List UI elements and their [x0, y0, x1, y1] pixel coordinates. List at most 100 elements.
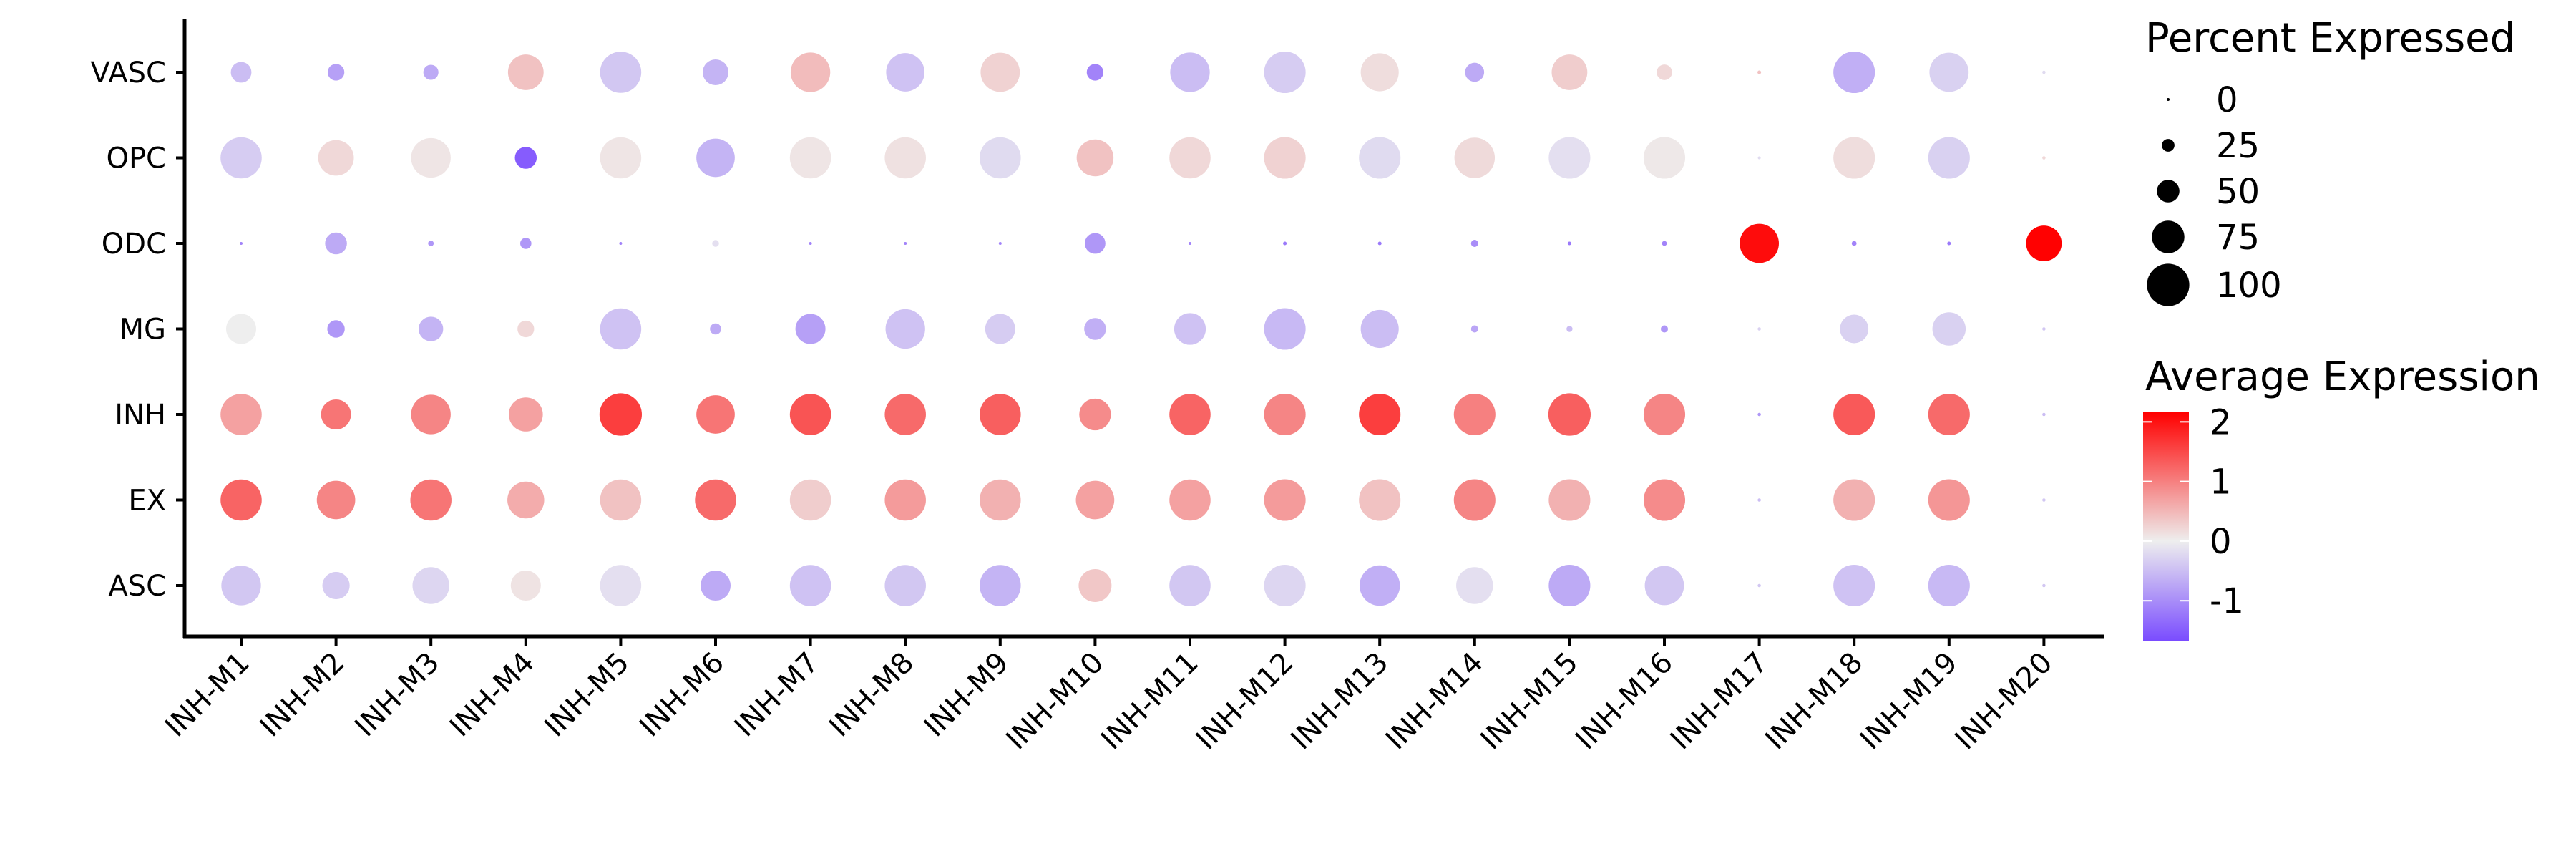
y-tick-label: INH	[114, 399, 166, 432]
x-tick-label: INH-M14	[1380, 646, 1490, 757]
x-tick-label: INH-M1	[159, 646, 256, 744]
dot-opc-inh-m13	[1359, 137, 1401, 179]
dot-odc-inh-m20	[2026, 225, 2062, 261]
dot-mg-inh-m14	[1470, 325, 1478, 333]
dot-inh-inh-m13	[1359, 393, 1401, 436]
colorbar-label: 0	[2210, 522, 2232, 562]
y-tick-label: OPC	[106, 142, 166, 175]
dot-asc-inh-m15	[1548, 564, 1591, 607]
dot-opc-inh-m11	[1169, 137, 1211, 179]
x-tick-label: INH-M4	[444, 646, 541, 744]
x-tick-label: INH-M2	[254, 646, 351, 744]
dot-opc-inh-m14	[1454, 137, 1496, 178]
dot-inh-inh-m20	[2042, 412, 2046, 417]
dot-asc-inh-m14	[1456, 567, 1493, 604]
dot-asc-inh-m3	[412, 567, 449, 604]
size-legend-dot	[2162, 139, 2175, 152]
x-tick-label: INH-M16	[1569, 646, 1679, 757]
dot-mg-inh-m5	[600, 308, 642, 350]
dot-inh-inh-m18	[1833, 393, 1875, 436]
dot-asc-inh-m9	[980, 565, 1021, 606]
colorbar-label: 1	[2210, 462, 2232, 503]
dot-opc-inh-m7	[789, 137, 831, 179]
x-tick-label: INH-M17	[1664, 646, 1775, 757]
dot-odc-inh-m17	[1740, 223, 1779, 263]
x-tick-label: INH-M7	[728, 646, 826, 744]
dot-vasc-inh-m3	[423, 64, 439, 80]
dot-vasc-inh-m13	[1360, 53, 1399, 92]
colorbar	[2143, 412, 2189, 641]
dot-ex-inh-m15	[1548, 479, 1591, 521]
dot-asc-inh-m19	[1928, 564, 1970, 607]
y-axis: VASC OPC ODC MG INH EX ASC	[91, 57, 185, 603]
dot-odc-inh-m8	[904, 242, 907, 245]
dot-inh-inh-m5	[599, 393, 643, 436]
dot-odc-inh-m13	[1377, 241, 1382, 246]
dot-asc-inh-m8	[884, 565, 926, 606]
dot-inh-inh-m10	[1079, 398, 1111, 431]
dot-asc-inh-m16	[1644, 566, 1684, 606]
dot-mg-inh-m19	[1932, 312, 1966, 346]
dot-opc-inh-m2	[318, 140, 354, 176]
dot-odc-inh-m3	[428, 241, 434, 246]
dot-opc-inh-m17	[1757, 156, 1761, 160]
dot-inh-inh-m7	[789, 394, 831, 435]
x-tick-label: INH-M19	[1854, 646, 1964, 757]
dot-mg-inh-m12	[1264, 308, 1306, 350]
dot-ex-inh-m16	[1643, 479, 1686, 521]
dot-mg-inh-m3	[419, 316, 444, 341]
dot-ex-inh-m18	[1833, 479, 1875, 521]
dot-odc-inh-m18	[1851, 241, 1857, 246]
colorbar-label: -1	[2210, 581, 2244, 621]
dot-vasc-inh-m8	[886, 53, 925, 92]
dot-asc-inh-m1	[221, 566, 261, 606]
dot-vasc-inh-m14	[1465, 62, 1485, 82]
dot-vasc-inh-m12	[1264, 51, 1306, 94]
y-tick-label: EX	[128, 485, 166, 518]
dot-asc-inh-m2	[322, 571, 350, 600]
size-legend-dot	[2152, 220, 2185, 253]
dot-inh-inh-m9	[980, 394, 1021, 435]
dot-ex-inh-m13	[1359, 479, 1401, 521]
dot-mg-inh-m2	[327, 320, 345, 338]
dot-ex-inh-m20	[2042, 498, 2046, 502]
size-legend-label: 75	[2216, 218, 2260, 258]
dot-inh-inh-m2	[321, 399, 351, 430]
dot-odc-inh-m9	[998, 242, 1002, 245]
dot-vasc-inh-m11	[1170, 52, 1210, 92]
dot-vasc-inh-m10	[1086, 64, 1104, 81]
x-tick-label: INH-M3	[348, 646, 446, 744]
dot-odc-inh-m4	[520, 238, 532, 249]
dot-vasc-inh-m1	[230, 62, 252, 83]
dot-ex-inh-m1	[220, 479, 262, 521]
dot-vasc-inh-m5	[600, 52, 642, 93]
y-tick-label: VASC	[91, 57, 167, 89]
dot-odc-inh-m2	[325, 232, 347, 255]
size-legend-dot	[2167, 98, 2170, 101]
dot-mg-inh-m20	[2042, 327, 2046, 331]
y-tick-label: ODC	[102, 228, 166, 261]
color-legend-title: Average Expression	[2145, 354, 2540, 400]
dot-opc-inh-m9	[980, 137, 1021, 179]
y-tick-label: MG	[119, 314, 166, 346]
size-legend-title: Percent Expressed	[2145, 15, 2515, 62]
x-axis: INH-M1INH-M2INH-M3INH-M4INH-M5INH-M6INH-…	[159, 636, 2059, 756]
dots-layer	[220, 51, 2062, 607]
dot-odc-inh-m10	[1084, 233, 1106, 254]
dot-odc-inh-m11	[1189, 242, 1191, 245]
dot-opc-inh-m8	[884, 137, 926, 179]
dot-mg-inh-m11	[1174, 313, 1206, 345]
dot-mg-inh-m8	[885, 309, 925, 349]
dot-vasc-inh-m16	[1657, 64, 1672, 80]
dot-inh-inh-m15	[1548, 393, 1591, 436]
dot-opc-inh-m15	[1548, 137, 1591, 179]
x-tick-label: INH-M8	[823, 646, 920, 744]
dot-ex-inh-m12	[1264, 479, 1306, 521]
dot-inh-inh-m19	[1928, 393, 1970, 436]
dot-vasc-inh-m2	[327, 64, 345, 81]
dot-vasc-inh-m9	[980, 52, 1020, 92]
dot-ex-inh-m2	[316, 480, 356, 520]
size-legend-label: 25	[2216, 126, 2260, 166]
y-tick-label: ASC	[108, 570, 166, 603]
